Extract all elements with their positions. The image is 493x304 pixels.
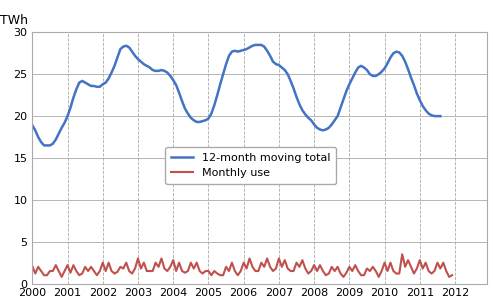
12-month moving total bbox=[235, 50, 241, 54]
Monthly use bbox=[94, 273, 100, 277]
Monthly use bbox=[161, 267, 167, 270]
Monthly use bbox=[376, 275, 382, 279]
12-month moving total bbox=[106, 77, 111, 80]
Monthly use bbox=[62, 269, 68, 273]
12-month moving total bbox=[47, 143, 53, 147]
12-month moving total bbox=[252, 43, 258, 47]
Text: TWh: TWh bbox=[0, 14, 29, 27]
Monthly use bbox=[30, 264, 35, 268]
12-month moving total bbox=[41, 143, 47, 147]
Line: 12-month moving total: 12-month moving total bbox=[33, 45, 440, 145]
Monthly use bbox=[449, 273, 455, 277]
12-month moving total bbox=[73, 88, 79, 91]
Monthly use bbox=[370, 265, 376, 269]
Monthly use bbox=[59, 275, 65, 279]
Legend: 12-month moving total, Monthly use: 12-month moving total, Monthly use bbox=[165, 147, 336, 184]
12-month moving total bbox=[56, 132, 62, 136]
Monthly use bbox=[399, 252, 405, 256]
12-month moving total bbox=[30, 123, 35, 127]
12-month moving total bbox=[203, 119, 209, 122]
Monthly use bbox=[332, 269, 338, 273]
12-month moving total bbox=[437, 114, 443, 118]
Line: Monthly use: Monthly use bbox=[33, 254, 452, 277]
